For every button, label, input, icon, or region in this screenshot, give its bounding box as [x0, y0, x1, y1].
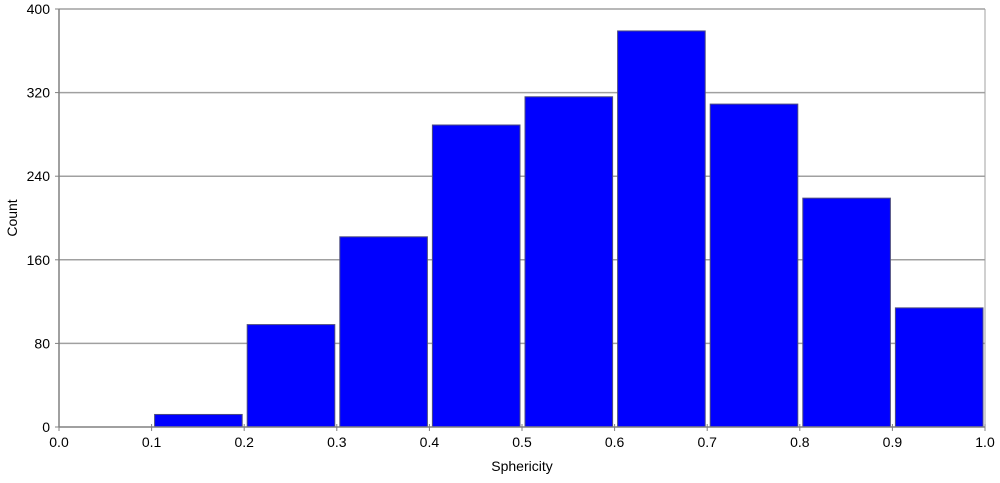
x-tick-label: 0.9: [883, 434, 903, 450]
bar: [524, 96, 614, 428]
x-tick-label: 0.2: [234, 434, 254, 450]
x-tick-label: 0.4: [420, 434, 440, 450]
y-tick-label: 400: [27, 1, 51, 17]
x-axis-label: Sphericity: [491, 458, 552, 474]
bar: [154, 413, 243, 428]
bar: [709, 103, 799, 428]
bar: [339, 236, 428, 428]
x-tick-label: 0.7: [697, 434, 717, 450]
bar: [617, 30, 706, 428]
x-tick-label: 1.0: [975, 434, 995, 450]
bar: [894, 307, 984, 428]
bar: [802, 197, 891, 428]
x-tick-label: 0.0: [49, 434, 69, 450]
x-tick-label: 0.6: [605, 434, 625, 450]
x-tick-label: 0.5: [512, 434, 532, 450]
bar: [246, 324, 336, 428]
y-tick-labels: 0 80 160 240 320 400: [27, 1, 51, 435]
x-tick-labels: 0.0 0.1 0.2 0.3 0.4 0.5 0.6 0.7 0.8 0.9 1.0: [49, 434, 995, 450]
y-tick-label: 240: [27, 168, 51, 184]
bar: [431, 124, 521, 428]
axes: [55, 8, 986, 431]
x-tick-label: 0.3: [327, 434, 347, 450]
y-tick-label: 320: [27, 85, 51, 101]
bars: [154, 30, 984, 428]
y-tick-label: 160: [27, 252, 51, 268]
x-tick-label: 0.8: [790, 434, 810, 450]
y-tick-label: 80: [34, 335, 50, 351]
y-axis-label: Count: [4, 199, 20, 236]
x-tick-label: 0.1: [142, 434, 162, 450]
y-tick-label: 0: [42, 419, 50, 435]
